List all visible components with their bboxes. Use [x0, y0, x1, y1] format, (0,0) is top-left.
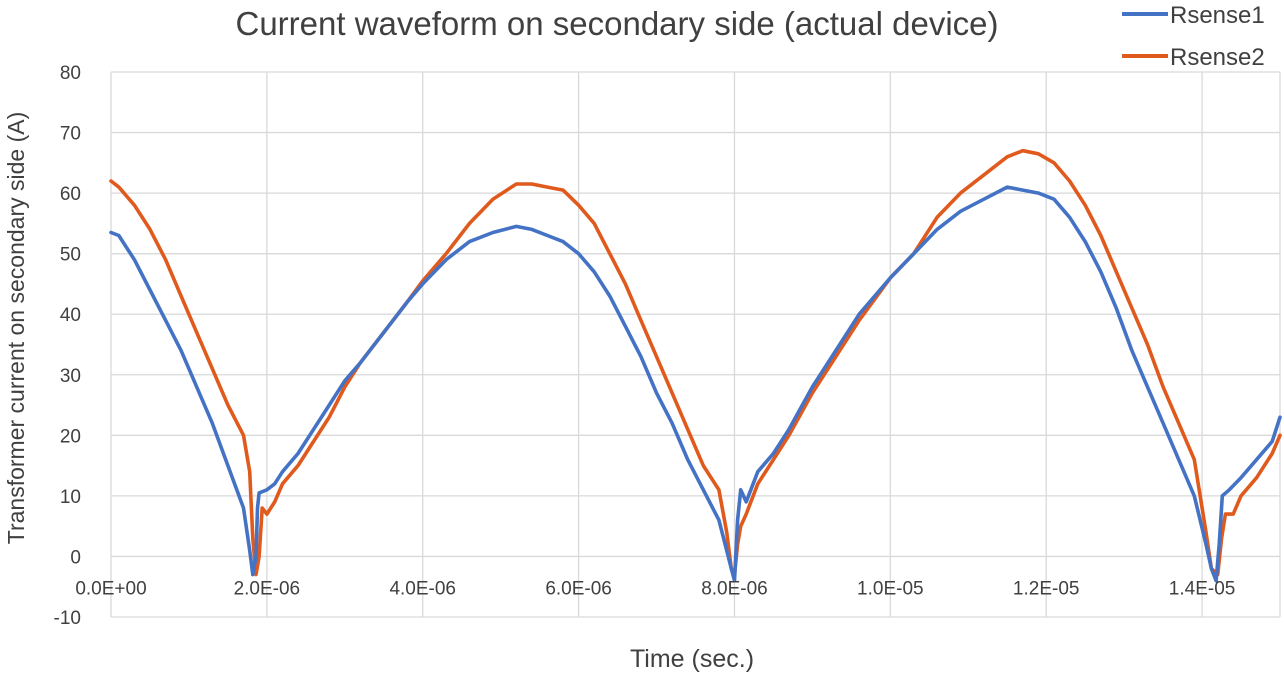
- y-tick-label: 50: [60, 245, 81, 266]
- y-tick-labels: -10 0 10 20 30 40 50 60 70 80: [54, 63, 81, 629]
- y-tick-label: 70: [60, 124, 81, 145]
- legend-label-rsense1: Rsense1: [1170, 2, 1265, 29]
- y-tick-label: 0: [70, 547, 81, 568]
- x-axis-label: Time (sec.): [630, 645, 754, 673]
- x-tick-label: 1.4E-05: [1169, 578, 1236, 599]
- y-tick-label: -10: [54, 608, 81, 629]
- y-tick-label: 60: [60, 184, 81, 205]
- series-layer: [109, 148, 1282, 583]
- series-line-rsense2: [109, 148, 1282, 577]
- y-axis-label: Transformer current on secondary side (A…: [3, 112, 29, 544]
- x-tick-label: 2.0E-06: [234, 578, 301, 599]
- y-tick-label: 40: [60, 305, 81, 326]
- legend-label-rsense2: Rsense2: [1170, 44, 1265, 71]
- x-tick-label: 4.0E-06: [389, 578, 456, 599]
- y-tick-label: 10: [60, 487, 81, 508]
- x-tick-label: 1.0E-05: [857, 578, 924, 599]
- x-tick-label: 8.0E-06: [701, 578, 768, 599]
- y-tick-label: 30: [60, 366, 81, 387]
- x-tick-label: 1.2E-05: [1013, 578, 1080, 599]
- x-tick-labels: 0.0E+00 2.0E-06 4.0E-06 6.0E-06 8.0E-06 1.0E-…: [75, 578, 1235, 599]
- x-gridlines: [110, 72, 1281, 617]
- chart-title: Current waveform on secondary side (actu…: [235, 5, 998, 42]
- x-tick-label: 6.0E-06: [545, 578, 612, 599]
- y-gridlines: [111, 71, 1280, 618]
- y-tick-label: 80: [60, 63, 81, 84]
- x-tick-label: 0.0E+00: [75, 578, 146, 599]
- series-line-rsense1: [109, 185, 1282, 583]
- legend: Rsense1 Rsense2: [1122, 2, 1265, 71]
- y-tick-label: 20: [60, 426, 81, 447]
